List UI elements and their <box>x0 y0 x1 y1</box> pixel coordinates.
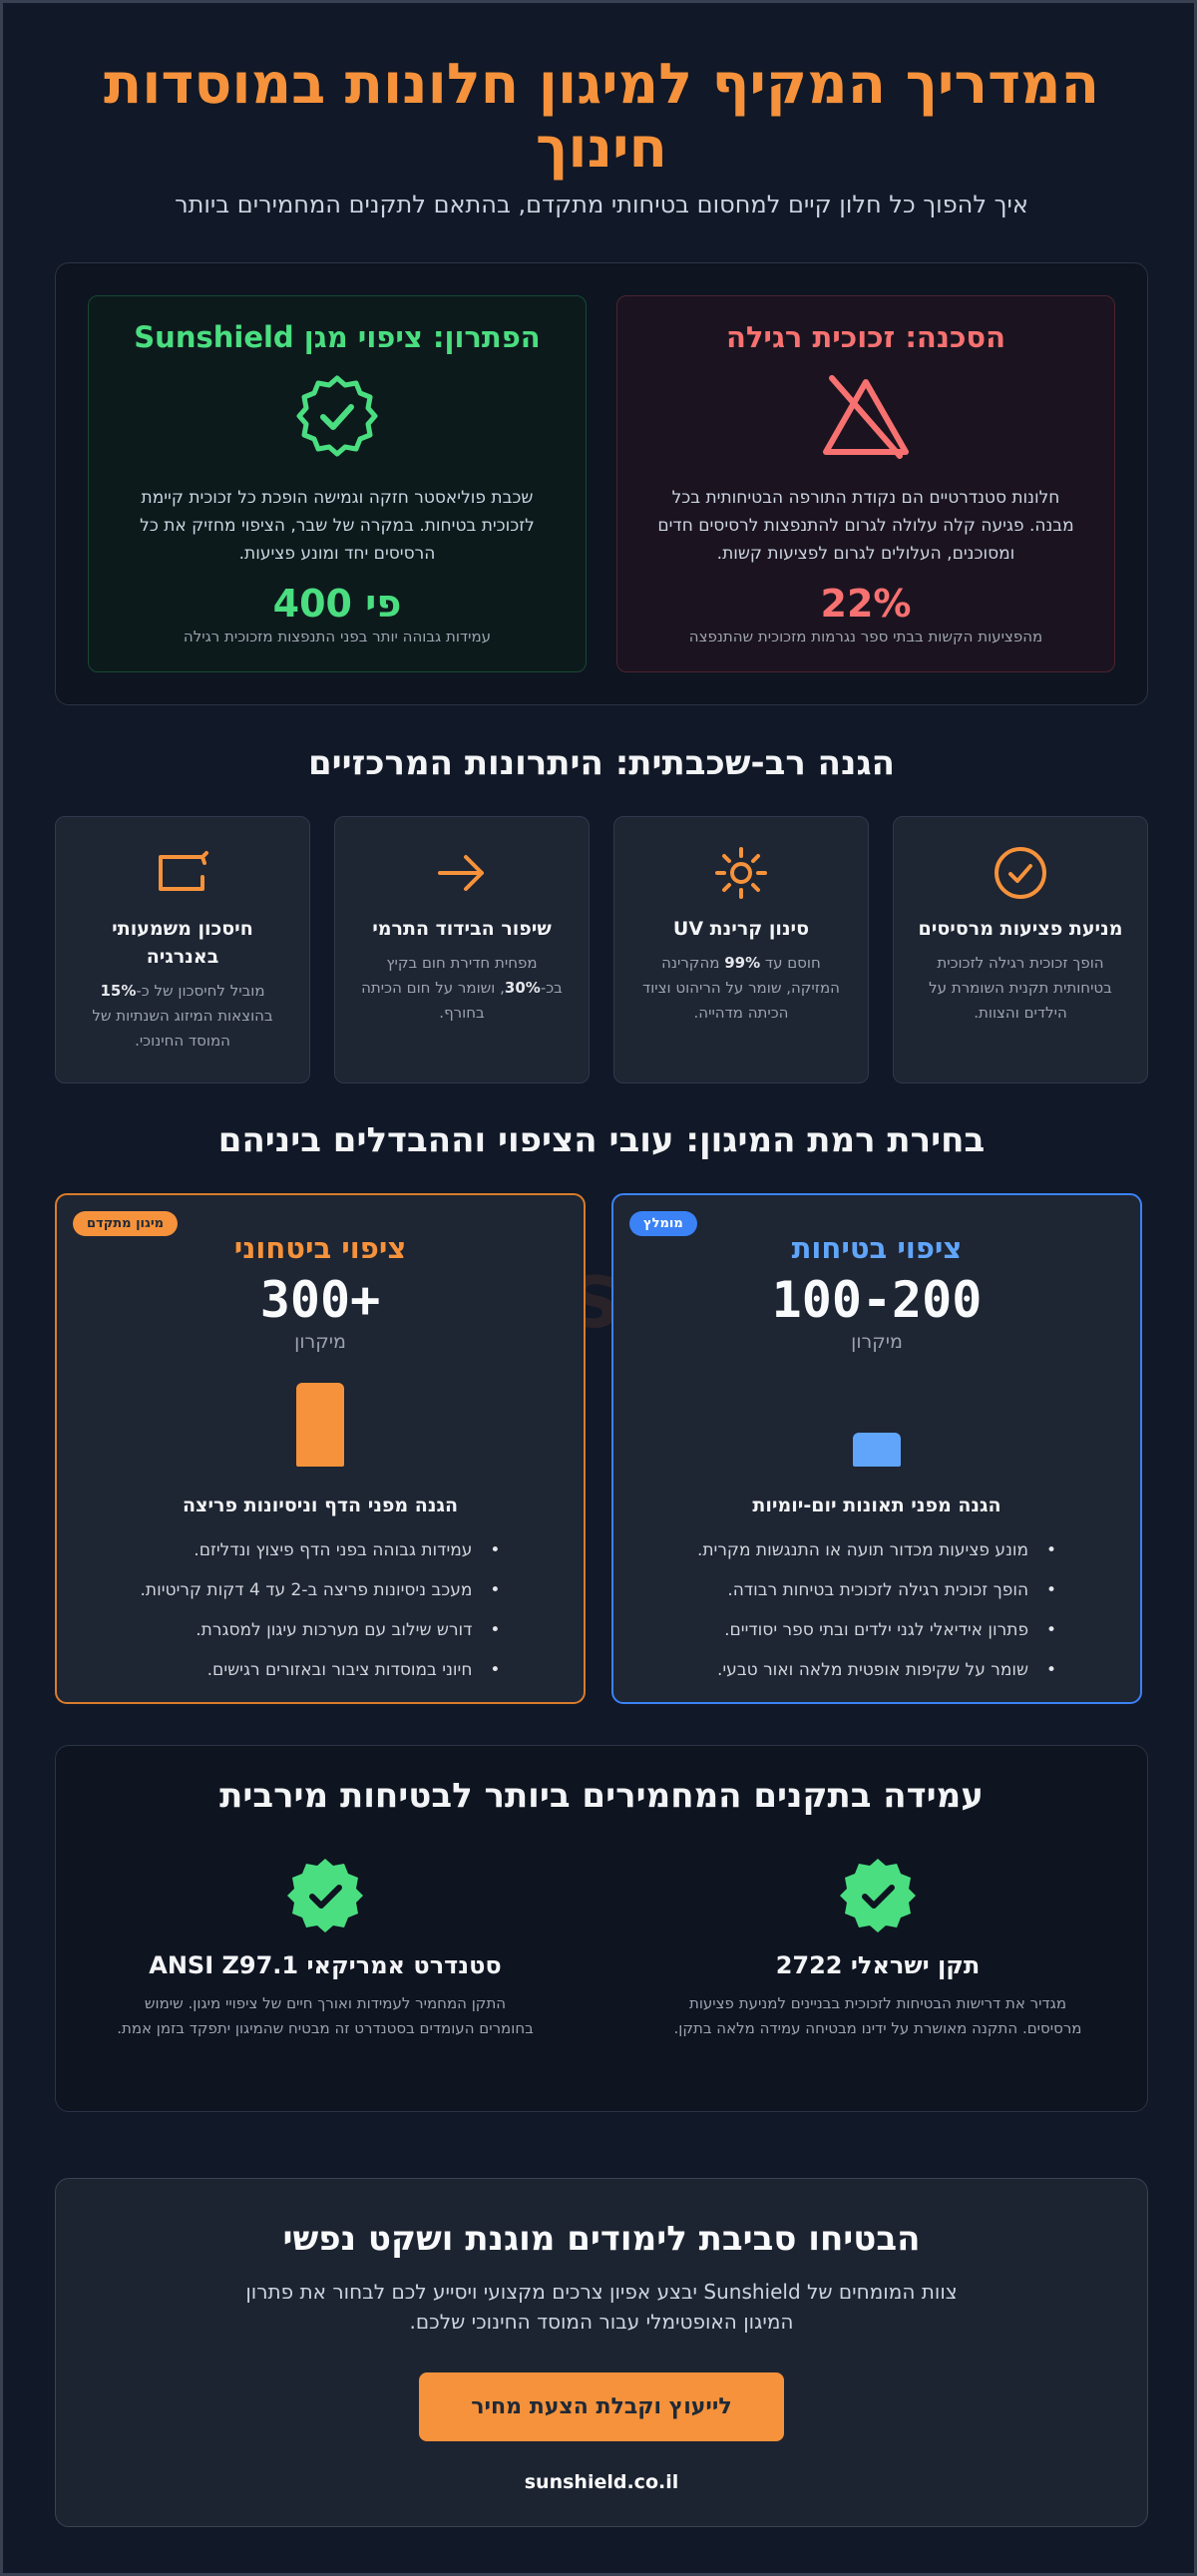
page-subtitle: איך להפוך כל חלון קיים למחסום בטיחותי מת… <box>175 191 1028 218</box>
check-circle-icon <box>916 845 1125 901</box>
list-item: הופך זכוכית רגילה לזכוכית בטיחות רבודה. <box>697 1570 1056 1610</box>
danger-text: חלונות סטנדרטיים הם נקודת התורפה הבטיחות… <box>657 488 1074 564</box>
level-bullets: עמידות גבוהה בפני הדף פיצוץ ונדליזם. מעכ… <box>141 1530 501 1690</box>
cta-section: הבטיחו סביבת לימודים מוגנת ושקט נפשי צוו… <box>55 2178 1148 2527</box>
advantage-text: מוביל לחיסכון של כ-15% בהוצאות המיזוג הש… <box>92 982 273 1050</box>
danger-stat-note: מהפציעות הקשות בבתי ספר נגרמות מזכוכית ש… <box>688 628 1043 645</box>
solution-title: הפתרון: ציפוי מגן Sunshield <box>134 320 541 354</box>
advantage-text: מפחית חדירת חום בקיץ בכ-30%, ושומר על חו… <box>361 954 563 1022</box>
standard-title: סטנדרט אמריקאי ANSI Z97.1 <box>149 1951 502 1979</box>
cta-title: הבטיחו סביבת לימודים מוגנת ושקט נפשי <box>282 2219 921 2259</box>
level-bullets: מונע פציעות מכדור תועה או התנגשות מקרית.… <box>697 1530 1056 1690</box>
check-badge-icon <box>119 372 556 460</box>
advantage-title: שיפור הבידוד התרמי <box>372 918 552 940</box>
cta-text: צוות המומחים של Sunshield יבצע אפיון צרכ… <box>245 2280 958 2334</box>
advantages-grid: מניעת פציעות מרסיסים הופך זכוכית רגילה ל… <box>55 816 1148 1083</box>
thickness-value: 300+ <box>259 1271 381 1329</box>
danger-card: הסכנה: זכוכית רגילה חלונות סטנדרטיים הם … <box>616 295 1115 672</box>
list-item: שומר על שקיפות אופטית מלאה ואור טבעי. <box>697 1650 1056 1690</box>
solution-card: הפתרון: ציפוי מגן Sunshield שכבת פוליאסט… <box>88 295 587 672</box>
thickness-unit: מיקרון <box>294 1331 346 1353</box>
check-seal-icon <box>668 1856 1087 1935</box>
advantage-title: סינון קרינת UV <box>672 918 810 940</box>
advanced-badge: מיגון מתקדם <box>73 1211 179 1236</box>
list-item: דורש שילוב עם מערכות עיגון למסגרת. <box>141 1610 501 1650</box>
standard-text: התקן המחמיר לעמידות ואורך חיים של ציפויי… <box>117 1994 534 2037</box>
thickness-bar-track <box>613 1383 1140 1467</box>
thickness-bar-track <box>57 1383 584 1467</box>
energy-icon <box>78 845 287 901</box>
safety-level-card: מומלץ ציפוי בטיחות 100-200 מיקרון הגנה מ… <box>611 1193 1142 1704</box>
recommended-badge: מומלץ <box>629 1211 697 1236</box>
warning-slash-icon <box>647 372 1084 460</box>
quote-button[interactable]: לייעוץ וקבלת הצעת מחיר <box>419 2372 784 2441</box>
advantages-title: הגנה רב-שכבתית: היתרונות המרכזיים <box>307 743 895 783</box>
danger-stat: 22% <box>820 582 912 626</box>
standard-israeli: תקן ישראלי 2722 מגדיר את דרישות הבטיחות … <box>668 1856 1087 2041</box>
list-item: פתרון אידיאלי לגני ילדים ובתי ספר יסודיי… <box>697 1610 1056 1650</box>
level-subtitle: הגנה מפני תאונות יום-יומיות <box>752 1495 1001 1516</box>
advantage-card-injuries: מניעת פציעות מרסיסים הופך זכוכית רגילה ל… <box>893 816 1148 1083</box>
level-title: ציפוי ביטחוני <box>233 1231 407 1265</box>
level-title: ציפוי בטיחות <box>791 1231 963 1265</box>
advantage-text: הופך זכוכית רגילה לזכוכית בטיחותית תקנית… <box>929 954 1112 1022</box>
check-seal-icon <box>116 1856 535 1935</box>
advantage-card-uv: סינון קרינת UV חוסם עד 99% מהקרינה המזיק… <box>613 816 869 1083</box>
list-item: מעכב ניסיונות פריצה ב-2 עד 4 דקות קריטיו… <box>141 1570 501 1610</box>
sun-icon <box>636 845 846 901</box>
levels-title: בחירת רמת המיגון: עובי הציפוי וההבדלים ב… <box>217 1120 986 1160</box>
level-subtitle: הגנה מפני הדף וניסיונות פריצה <box>182 1495 458 1516</box>
list-item: עמידות גבוהה בפני הדף פיצוץ ונדליזם. <box>141 1530 501 1570</box>
list-item: מונע פציעות מכדור תועה או התנגשות מקרית. <box>697 1530 1056 1570</box>
advantage-title: מניעת פציעות מרסיסים <box>918 918 1123 940</box>
comparison-section: הסכנה: זכוכית רגילה חלונות סטנדרטיים הם … <box>55 262 1148 705</box>
solution-text: שכבת פוליאסטר חזקה וגמישה הופכת כל זכוכי… <box>140 488 535 564</box>
thickness-bar <box>296 1383 344 1467</box>
page-title: המדריך המקיף למיגון חלונות במוסדות חינוך <box>103 52 1100 181</box>
standards-section: עמידה בתקנים המחמירים ביותר לבטיחות מירב… <box>55 1745 1148 2112</box>
advantage-text: חוסם עד 99% מהקרינה המזיקה, שומר על הריה… <box>642 954 840 1022</box>
standard-title: תקן ישראלי 2722 <box>775 1951 981 1979</box>
advantage-title: חיסכון משמעותי באנרגיה <box>112 918 253 968</box>
danger-title: הסכנה: זכוכית רגילה <box>725 320 1006 354</box>
list-item: חיוני במוסדות ציבור ובאזורים רגישים. <box>141 1650 501 1690</box>
standard-text: מגדיר את דרישות הבטיחות לזכוכית בבניינים… <box>673 1994 1082 2037</box>
thickness-value: 100-200 <box>771 1271 983 1329</box>
thickness-bar <box>853 1433 901 1467</box>
solution-stat-note: עמידות גבוהה יותר בפני התנפצות מזכוכית ר… <box>183 628 492 645</box>
website-link[interactable]: sunshield.co.il <box>524 2471 679 2493</box>
standard-ansi: סטנדרט אמריקאי ANSI Z97.1 התקן המחמיר לע… <box>116 1856 535 2041</box>
solution-stat: פי 400 <box>272 582 402 626</box>
standards-title: עמידה בתקנים המחמירים ביותר לבטיחות מירב… <box>219 1776 984 1816</box>
security-level-card: מיגון מתקדם ציפוי ביטחוני 300+ מיקרון הג… <box>55 1193 586 1704</box>
arrow-right-icon <box>357 845 567 901</box>
advantage-card-thermal: שיפור הבידוד התרמי מפחית חדירת חום בקיץ … <box>334 816 590 1083</box>
advantage-card-energy: חיסכון משמעותי באנרגיה מוביל לחיסכון של … <box>55 816 310 1083</box>
thickness-unit: מיקרון <box>851 1331 903 1353</box>
